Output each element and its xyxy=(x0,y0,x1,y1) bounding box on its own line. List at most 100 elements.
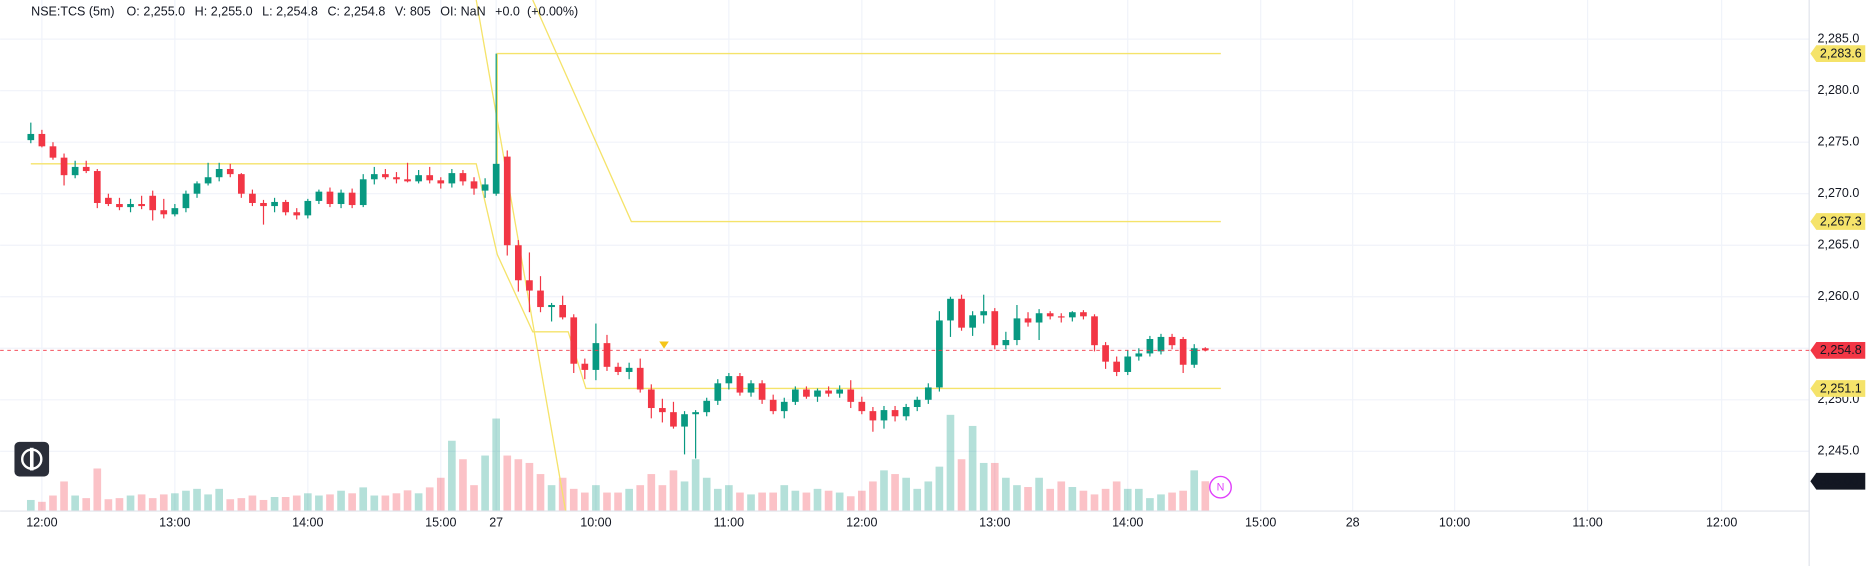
volume-bar xyxy=(281,497,290,512)
candle-body xyxy=(415,175,422,182)
volume-bar xyxy=(436,477,445,512)
candle-body xyxy=(315,191,323,201)
x-tick-label: 15:00 xyxy=(425,515,456,529)
y-tick-label: 2,265.0 xyxy=(1818,238,1860,252)
candle-body xyxy=(625,367,633,372)
candle-body xyxy=(337,192,345,205)
volume-pane xyxy=(26,414,1210,512)
candle-body xyxy=(160,210,168,215)
volume-bar xyxy=(1035,477,1043,512)
candle-body xyxy=(836,389,844,394)
last-price-badge: 2,254.8 xyxy=(1820,343,1862,357)
volume-bar xyxy=(159,494,168,512)
news-icon[interactable]: N xyxy=(1209,475,1232,499)
candle-body xyxy=(791,389,799,402)
volume-bar xyxy=(725,485,733,512)
volume-badge: 805.00 xyxy=(1820,474,1858,488)
volume-bar xyxy=(1057,481,1066,512)
candle-body xyxy=(503,156,511,246)
candle-body xyxy=(958,298,965,328)
y-tick-label: 2,260.0 xyxy=(1818,289,1860,303)
volume-bar xyxy=(846,496,855,512)
candle-body xyxy=(49,146,57,158)
candle-body xyxy=(736,376,744,393)
candle-body xyxy=(825,390,832,394)
volume-bar xyxy=(148,498,157,512)
price-badge-bg xyxy=(1810,380,1866,397)
volume-bar xyxy=(1146,498,1154,512)
volume-bar xyxy=(669,470,678,512)
x-tick-label: 12:00 xyxy=(1706,515,1737,529)
volume-bar xyxy=(1112,481,1121,512)
candle-body xyxy=(537,290,544,308)
field-value: 2,255.0 xyxy=(143,4,185,18)
candle-body xyxy=(1168,336,1176,346)
svg-text:N: N xyxy=(1217,482,1225,494)
candle-body xyxy=(448,173,456,184)
volume-bar xyxy=(60,481,68,512)
volume-bar xyxy=(459,459,467,512)
candle-body xyxy=(1057,316,1065,318)
volume-bar xyxy=(902,477,910,512)
volume-bar xyxy=(1046,488,1055,512)
candle-body xyxy=(105,197,112,205)
candle-body xyxy=(1002,340,1010,346)
candle-body xyxy=(869,411,877,421)
volume-bar xyxy=(49,495,57,512)
field-value: 2,255.0 xyxy=(211,4,253,18)
x-tick-label: 15:00 xyxy=(1245,515,1276,529)
field-label: H: xyxy=(195,4,208,18)
volume-bar xyxy=(1157,494,1165,512)
axes: 2,245.02,250.02,255.02,260.02,265.02,270… xyxy=(26,31,1866,529)
volume-badge-bg xyxy=(1810,472,1866,490)
candles xyxy=(27,53,1209,459)
volume-bar xyxy=(1168,492,1176,512)
candle-body xyxy=(814,390,821,397)
candle-body xyxy=(204,177,212,184)
candle-body xyxy=(182,193,190,209)
volume-bar xyxy=(880,470,888,512)
field-value: NaN xyxy=(461,4,486,18)
volume-bar xyxy=(392,493,401,512)
change-pct: (+0.00%) xyxy=(527,4,578,18)
volume-bar xyxy=(824,490,833,512)
field-label: V: xyxy=(395,4,406,18)
volume-bar xyxy=(736,492,744,512)
candle-body xyxy=(393,177,400,180)
candle-body xyxy=(592,343,600,370)
candle-body xyxy=(481,184,489,191)
volume-bar xyxy=(791,490,800,512)
volume-bar xyxy=(292,495,301,512)
volume-bar xyxy=(137,494,146,512)
candle-body xyxy=(880,410,888,421)
candle-body xyxy=(714,383,722,401)
x-tick-label: 13:00 xyxy=(979,515,1010,529)
volume-bar xyxy=(1024,487,1032,512)
candle-body xyxy=(603,343,611,367)
candle-body xyxy=(858,401,866,412)
volume-bar xyxy=(536,474,545,512)
price-badge: 2,267.3 xyxy=(1820,214,1862,228)
candle-body xyxy=(725,376,733,384)
candle-body xyxy=(60,157,68,176)
overlay-line xyxy=(30,163,1221,390)
candle-body xyxy=(470,181,478,189)
candle-body xyxy=(370,174,378,180)
volume-bar xyxy=(603,492,611,512)
volume-bar xyxy=(747,494,755,512)
candle-body xyxy=(614,366,622,372)
candle-body xyxy=(548,304,555,308)
candle-body xyxy=(1091,316,1098,346)
candle-body xyxy=(1024,318,1032,323)
volume-bar xyxy=(193,488,201,512)
x-tick-label: 13:00 xyxy=(159,515,190,529)
candle-body xyxy=(1035,313,1043,323)
volume-bar xyxy=(858,490,866,512)
x-tick-label: 10:00 xyxy=(1439,515,1470,529)
volume-bar xyxy=(979,462,988,512)
field-label: OI: xyxy=(440,4,457,18)
volume-bar xyxy=(259,499,268,512)
volume-bar xyxy=(204,494,212,512)
x-tick-label: 12:00 xyxy=(846,515,877,529)
